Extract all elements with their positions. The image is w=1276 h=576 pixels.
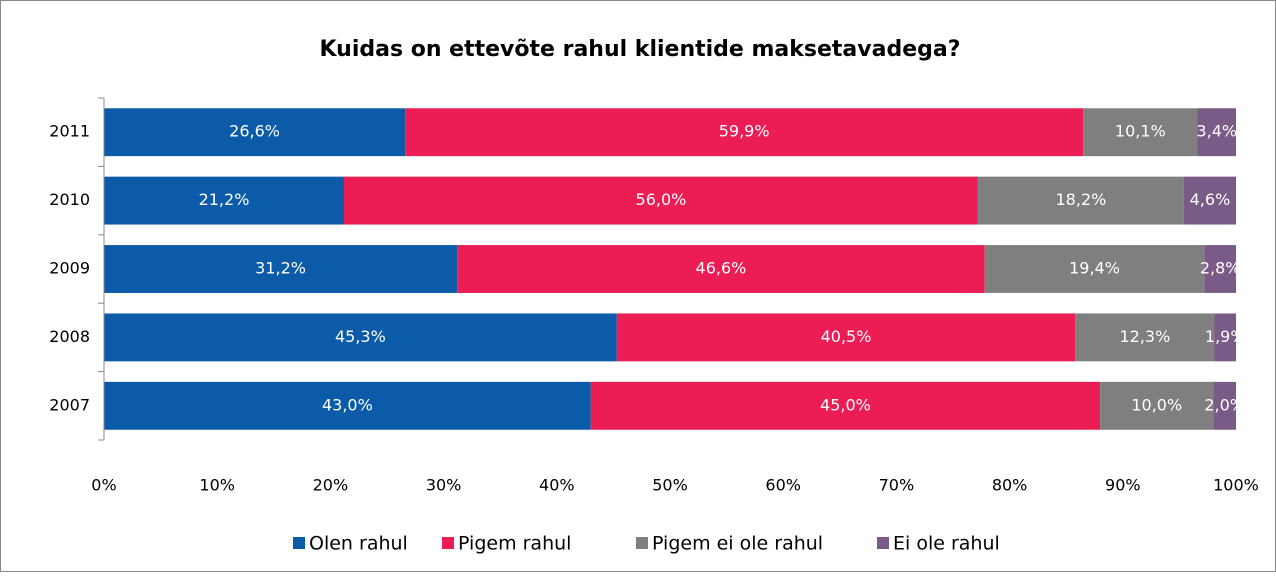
data-label: 2,8% (1200, 259, 1241, 278)
bar-segment (1213, 381, 1236, 430)
data-label: 3,4% (1196, 122, 1237, 141)
y-tick-label: 2011 (49, 122, 90, 141)
legend-label: Olen rahul (309, 533, 408, 555)
bar-segment (977, 176, 1184, 225)
data-label: 10,1% (1115, 122, 1166, 141)
legend-swatch (636, 537, 648, 549)
data-label: 2,0% (1204, 395, 1245, 414)
data-label: 1,9% (1205, 327, 1246, 346)
data-label: 45,3% (335, 327, 386, 346)
bar-segment (1083, 108, 1198, 157)
x-tick-label: 80% (992, 476, 1028, 495)
data-label: 21,2% (199, 190, 250, 209)
bar-segment (457, 245, 985, 293)
legend-swatch (442, 537, 454, 549)
y-tick-label: 2007 (49, 395, 90, 414)
bar-segment (1183, 176, 1236, 225)
x-tick-label: 60% (765, 476, 801, 495)
x-tick-label: 70% (879, 476, 915, 495)
bar-segment (104, 245, 458, 293)
data-label: 31,2% (255, 259, 306, 278)
x-tick-label: 10% (199, 476, 235, 495)
bar-segment (1197, 108, 1236, 157)
x-tick-label: 90% (1105, 476, 1141, 495)
legend-label: Pigem ei ole rahul (652, 533, 823, 555)
y-tick-label: 2009 (49, 259, 90, 278)
bar-segment (590, 381, 1101, 430)
x-tick-label: 0% (91, 476, 116, 495)
bar-segment (1100, 381, 1214, 430)
data-label: 18,2% (1056, 190, 1107, 209)
data-label: 45,0% (820, 395, 871, 414)
bar-segment (405, 108, 1084, 157)
data-label: 4,6% (1190, 190, 1231, 209)
bar-segment (104, 313, 617, 362)
bar-segment (1214, 313, 1236, 362)
bar-segment (343, 176, 978, 225)
x-tick-label: 40% (539, 476, 575, 495)
data-label: 19,4% (1069, 259, 1120, 278)
bar-segment (1075, 313, 1215, 362)
data-label: 59,9% (719, 122, 770, 141)
data-label: 43,0% (322, 395, 373, 414)
bar-segment (104, 108, 406, 157)
x-tick-label: 100% (1213, 476, 1259, 495)
data-label: 26,6% (229, 122, 280, 141)
bar-segment (104, 176, 344, 225)
data-label: 56,0% (636, 190, 687, 209)
data-label: 46,6% (696, 259, 747, 278)
y-tick-label: 2010 (49, 190, 90, 209)
x-tick-label: 50% (652, 476, 688, 495)
legend-swatch (877, 537, 889, 549)
legend-label: Pigem rahul (458, 533, 571, 555)
bar-segment (104, 381, 591, 430)
bar-segment (984, 245, 1205, 293)
bar-segment (1204, 245, 1236, 293)
x-tick-label: 30% (426, 476, 462, 495)
data-label: 10,0% (1131, 395, 1182, 414)
data-label: 40,5% (821, 327, 872, 346)
y-tick-label: 2008 (49, 327, 90, 346)
legend-label: Ei ole rahul (893, 533, 1000, 555)
x-tick-label: 20% (313, 476, 349, 495)
data-label: 12,3% (1119, 327, 1170, 346)
legend-swatch (293, 537, 305, 549)
chart-title: Kuidas on ettevõte rahul klientide makse… (320, 37, 961, 62)
bar-segment (616, 313, 1076, 362)
